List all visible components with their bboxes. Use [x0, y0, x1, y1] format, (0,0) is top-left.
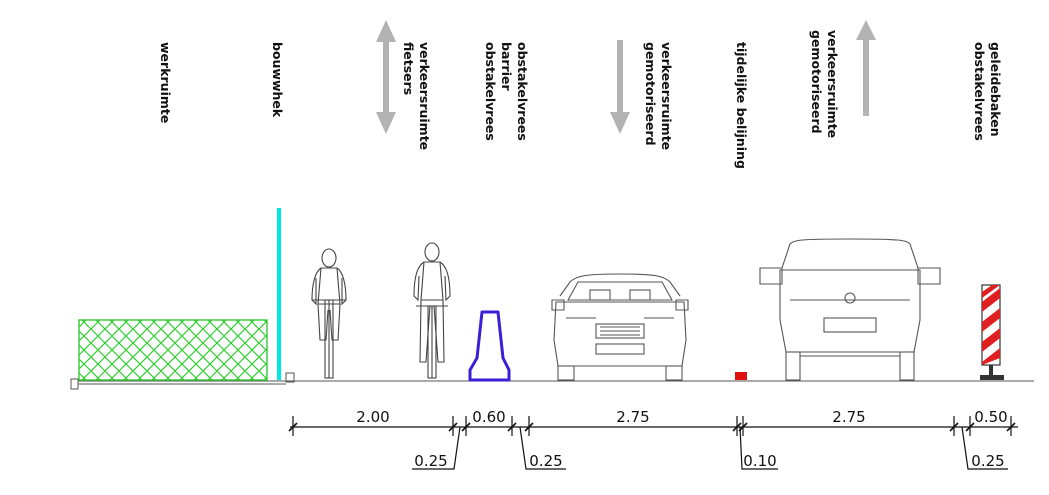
dim-lane-b: 2.75	[832, 408, 865, 426]
dim-lane-a: 2.75	[616, 408, 649, 426]
gemot-b-label-line2: gemotoriseerd	[809, 30, 824, 134]
dim-baken-width: 0.50	[974, 408, 1007, 426]
werkruimte-area	[78, 319, 268, 381]
barrier-label-line3: obstakelvrees	[483, 42, 498, 141]
dim-marking: 0.10	[743, 452, 776, 470]
fietsers-label-line2: fietsers	[401, 42, 416, 95]
label-fietsers: verkeersruimte fietsers	[401, 42, 432, 150]
belijning-label: tijdelijke belijning	[734, 42, 749, 169]
label-gemotoriseerd-a: verkeersruimte gemotoriseerd	[643, 42, 674, 150]
dim-bike-lane: 2.00	[356, 408, 389, 426]
dim-barrier-width: 0.60	[472, 408, 505, 426]
gemot-b-label-line1: verkeersruimte	[825, 30, 840, 138]
barrier-label-line1: obstakelvrees	[515, 42, 530, 141]
dim-clear-right: 0.25	[529, 452, 562, 470]
bouwhek-label: bouwwhek	[270, 42, 285, 118]
label-gemotoriseerd-b: verkeersruimte gemotoriseerd	[809, 30, 840, 138]
arrow-up-icon	[856, 20, 876, 116]
dim-clear-left: 0.25	[414, 452, 447, 470]
geleide-label-line2: obstakelvrees	[972, 42, 987, 141]
arrow-down-icon	[610, 40, 630, 134]
car-front-icon	[551, 273, 689, 381]
label-geleidebaken: geleidebaken obstakelvrees	[972, 42, 1003, 141]
dim-clear-baken: 0.25	[971, 452, 1004, 470]
geleide-label-line1: geleidebaken	[988, 42, 1003, 137]
label-barrier: obstakelvrees barrier obstakelvrees	[483, 42, 530, 141]
barrier-label-line2: barrier	[499, 42, 514, 91]
werkruimte-label: werkruimte	[158, 42, 173, 123]
arrow-up-down-icon	[376, 20, 396, 134]
van-rear-icon	[759, 238, 941, 381]
barrier-icon	[468, 310, 511, 382]
traffic-beacon-icon	[980, 284, 1004, 380]
gemot-a-label-line2: gemotoriseerd	[643, 42, 658, 146]
label-werkruimte: werkruimte	[158, 42, 173, 123]
bouwhek-fence	[277, 208, 281, 380]
cyclist-back-icon	[311, 248, 347, 379]
fietsers-label-line1: verkeersruimte	[417, 42, 432, 150]
gemot-a-label-line1: verkeersruimte	[659, 42, 674, 150]
ground-line	[70, 372, 1034, 390]
dimension-line	[288, 416, 1018, 470]
cyclist-front-icon	[413, 242, 451, 379]
label-belijning: tijdelijke belijning	[734, 42, 749, 169]
label-bouwhek: bouwwhek	[270, 42, 285, 118]
temporary-marking	[735, 372, 747, 380]
